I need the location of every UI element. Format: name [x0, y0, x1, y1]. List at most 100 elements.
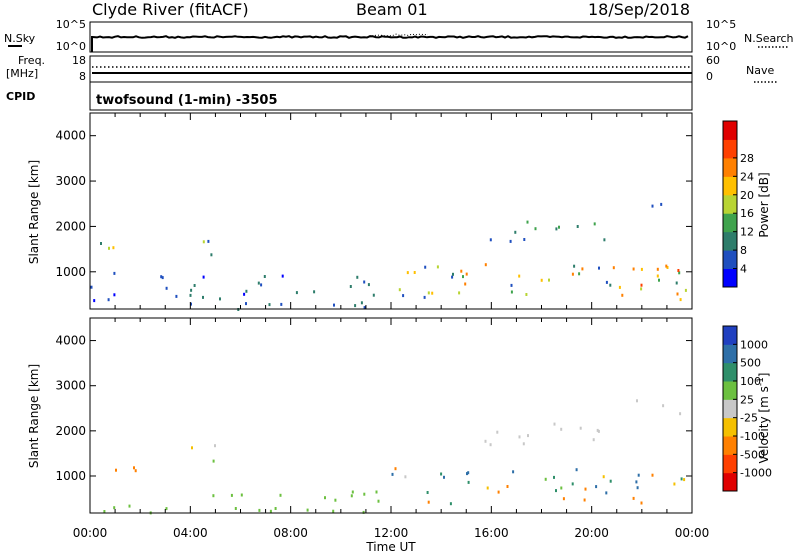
power-echo-cells: [90, 202, 687, 311]
colorbar-frame: [722, 325, 738, 492]
time-tick-label: 08:00: [273, 526, 308, 540]
echo-cell: [680, 477, 683, 481]
echo-cell: [324, 496, 326, 500]
echo-cell: [637, 473, 640, 477]
echo-cell: [560, 486, 563, 490]
echo-cell: [113, 293, 116, 297]
echo-cell: [581, 267, 584, 271]
echo-cell: [219, 297, 221, 301]
colorbar-swatch: [723, 454, 737, 474]
noise-search-line: [371, 33, 429, 37]
echo-cell: [90, 285, 93, 289]
velocity-echo-cells: [103, 399, 686, 515]
noise-panel-frame: [89, 21, 693, 53]
echo-cell: [160, 275, 163, 279]
echo-cell: [527, 434, 529, 438]
time-tick-labels: 00:00 04:00 08:00 12:00 16:00 20:00 00:00: [73, 526, 710, 540]
freq-label: Freq.: [18, 54, 45, 67]
power-plot-bg: [90, 113, 692, 309]
echo-cell: [349, 285, 352, 288]
echo-cell: [509, 239, 512, 243]
colorbar-tick-label: 24: [740, 170, 754, 183]
colorbar-frame: [722, 120, 738, 288]
colorbar-swatch: [723, 268, 737, 288]
echo-cell: [555, 227, 558, 231]
echo-cell: [679, 298, 682, 302]
echo-cell: [377, 499, 380, 503]
echo-cell: [372, 293, 375, 297]
time-axis-label: Time UT: [365, 540, 416, 554]
echo-cell: [269, 509, 272, 513]
echo-cell: [394, 467, 397, 471]
echo-cell: [675, 281, 678, 285]
echo-cell: [605, 491, 608, 495]
echo-cell: [367, 283, 370, 287]
echo-cell: [636, 486, 639, 490]
colorbar-swatch: [723, 139, 737, 159]
echo-cell: [191, 446, 193, 450]
echo-cell: [436, 265, 439, 269]
echo-cell: [486, 486, 489, 490]
velocity-ylabel: Slant Range [km]: [27, 364, 41, 468]
nave-tick-high: 60: [706, 54, 720, 67]
echo-cell: [651, 473, 654, 477]
echo-cell: [212, 459, 215, 463]
echo-cell: [332, 509, 335, 513]
echo-cell: [579, 426, 582, 430]
echo-cell: [518, 435, 521, 439]
echo-cell: [640, 267, 643, 271]
echo-cell: [640, 283, 643, 287]
cpid-strip: [89, 81, 693, 111]
echo-cell: [583, 498, 586, 502]
echo-cell: [240, 493, 243, 497]
echo-cell: [402, 294, 405, 298]
nsky-label: N.Sky: [4, 32, 36, 45]
echo-cell: [354, 304, 357, 308]
echo-cell: [245, 289, 248, 293]
echo-cell: [202, 275, 205, 279]
echo-cell: [609, 479, 612, 483]
echo-cell: [207, 239, 210, 243]
colorbar-tick-label: 12: [740, 226, 754, 239]
echo-cell: [363, 492, 366, 496]
echo-cell: [575, 468, 578, 472]
echo-cell: [656, 267, 659, 271]
echo-cell: [362, 510, 365, 514]
echo-cell: [465, 272, 468, 276]
echo-cell: [190, 288, 193, 292]
echo-cell: [268, 303, 271, 307]
echo-cell: [243, 292, 246, 296]
echo-cell: [597, 429, 600, 433]
echo-cell: [334, 498, 337, 502]
echo-cell: [506, 485, 509, 488]
echo-cell: [427, 500, 430, 504]
echo-cell: [449, 502, 452, 506]
echo-cell: [406, 271, 409, 275]
beam-title: Beam 01: [356, 0, 428, 19]
echo-cell: [165, 286, 168, 290]
echo-cell: [257, 281, 260, 285]
echo-cell: [609, 283, 612, 287]
echo-cell: [458, 291, 461, 295]
echo-cell: [93, 299, 96, 303]
colorbar-swatch: [723, 194, 737, 214]
echo-cell: [133, 466, 135, 470]
echo-cell: [426, 491, 429, 494]
velocity-colorbar: 1000 500 100 25 -25 -100 -500 -1000: [722, 325, 772, 492]
echo-cell: [677, 269, 680, 272]
echo-cell: [576, 225, 579, 228]
echo-cell: [460, 269, 463, 273]
y-tick-label: 1000: [55, 265, 86, 279]
echo-cell: [683, 478, 686, 482]
freq-panel: Freq. [MHz] 18 8 60 0 Nave: [6, 54, 778, 83]
echo-cell: [560, 427, 563, 431]
echo-cell: [165, 507, 168, 511]
echo-cell: [676, 292, 679, 296]
echo-cell: [280, 302, 283, 306]
y-tick-label: 1000: [55, 469, 86, 483]
power-colorbar-label: Power [dB]: [757, 172, 771, 237]
colorbar-tick-label: 500: [740, 357, 761, 370]
velocity-unit-close: ]: [757, 373, 771, 378]
colorbar-swatch: [723, 362, 737, 382]
echo-cell: [544, 477, 547, 481]
